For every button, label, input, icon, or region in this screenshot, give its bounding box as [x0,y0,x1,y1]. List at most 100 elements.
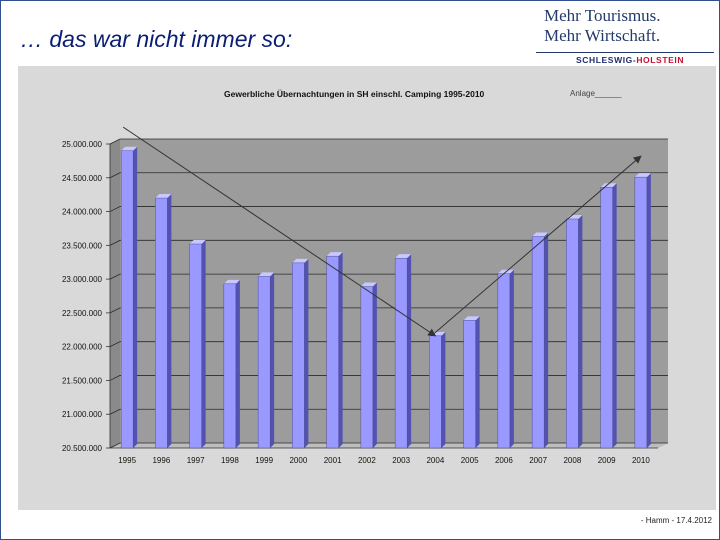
bar-side [509,269,514,448]
gridline [109,206,668,212]
trend-arrow [431,155,642,337]
y-tick-label: 22.000.000 [62,343,103,352]
x-tick-label: 2006 [495,456,513,465]
y-tick-label: 22.500.000 [62,309,103,318]
bar-side [133,146,138,448]
bar-top [121,146,138,151]
gridline [109,172,668,179]
x-tick-label: 1997 [187,456,205,465]
bar-side [475,316,480,448]
y-tick-label: 24.000.000 [62,208,103,217]
logo-band-right: HOLSTEIN [636,55,685,65]
logo-line-1: Mehr Tourismus. [544,6,661,25]
y-tick-label: 21.500.000 [62,376,103,385]
bar-side [578,214,583,448]
bar-side [612,183,617,448]
x-tick-label: 2004 [426,456,444,465]
x-tick-label: 2005 [461,456,479,465]
bar-top [258,272,275,277]
gridline [109,273,668,280]
bar-top [532,232,549,237]
y-tick-label: 23.000.000 [62,275,103,284]
slide-title: … das war nicht immer so: [20,26,293,52]
bar-side [441,331,446,448]
chart-title: Gewerbliche Übernachtungen in SH einschl… [224,89,485,99]
bar [155,197,168,449]
bar-top [326,252,343,257]
bar-side [201,239,206,448]
x-tick-label: 2008 [563,456,581,465]
bar-side [407,254,412,448]
bar-chart: Gewerbliche Übernachtungen in SH einschl… [62,89,668,465]
bar-side [646,173,651,448]
y-tick-label: 20.500.000 [62,444,103,453]
bar [531,236,545,449]
y-tick-label: 25.000.000 [62,140,103,149]
x-tick-label: 2001 [324,456,342,465]
bar-side [372,282,377,448]
x-tick-label: 1999 [255,456,273,465]
logo-line-2: Mehr Wirtschaft. [544,26,661,45]
gridline [109,341,668,348]
x-tick-label: 2010 [632,456,650,465]
bar-top [395,254,412,259]
y-tick-label: 21.000.000 [62,410,103,419]
x-tick-label: 1995 [118,456,136,465]
slide-footer: - Hamm - 17.4.2012 [640,516,712,525]
bar [257,276,271,449]
gridline [109,408,668,415]
x-tick-label: 2007 [529,456,547,465]
trend-arrow [122,126,437,337]
logo-band: SCHLESWIG-HOLSTEIN [576,55,684,65]
bar [223,283,237,449]
x-tick-label: 1998 [221,456,239,465]
bar-top [600,183,617,188]
bar-side [544,232,549,448]
bar-top [463,316,480,321]
gridline [109,239,668,246]
gridline [109,307,668,314]
bar-top [634,173,651,178]
logo-rule [536,52,714,53]
bar-side [338,252,343,448]
bar-side [270,272,275,448]
bar-top [189,239,206,244]
gridline [109,375,668,381]
bar [463,320,476,449]
bar [634,176,648,449]
plot-sidewall [110,139,120,448]
y-tick-label: 24.500.000 [62,174,103,183]
bar-side [167,194,172,448]
bar-top [292,258,309,263]
bar [292,262,305,449]
bar-side [304,258,309,448]
y-tick-label: 23.500.000 [62,241,103,250]
bar-side [235,279,240,448]
gridline [109,138,668,145]
plot-floor [110,443,668,448]
bar-top [155,194,172,199]
bar-top [360,282,377,287]
x-tick-label: 2009 [598,456,616,465]
logo-band-left: SCHLESWIG- [576,55,637,65]
chart-annotation: Anlage______ [570,89,622,98]
bar [429,335,442,449]
bar [394,257,408,449]
x-tick-label: 2003 [392,456,410,465]
chart-area: Gewerbliche Übernachtungen in SH einschl… [18,66,716,510]
x-tick-label: 2002 [358,456,376,465]
plot-backwall [110,139,668,448]
bar [326,255,339,449]
bar-top [223,279,240,284]
bar [566,218,579,449]
bar [497,273,511,449]
bar [600,187,613,449]
bar [360,286,374,449]
x-tick-label: 1996 [152,456,170,465]
gridline [109,442,668,449]
brand-logo: Mehr Tourismus. Mehr Wirtschaft. SCHLESW… [536,6,716,68]
bar [120,150,134,449]
plot-area: 20.500.000 21.000.000 21.500.000 22.000.000… [62,126,668,465]
x-tick-label: 2000 [289,456,307,465]
bar [189,243,202,449]
